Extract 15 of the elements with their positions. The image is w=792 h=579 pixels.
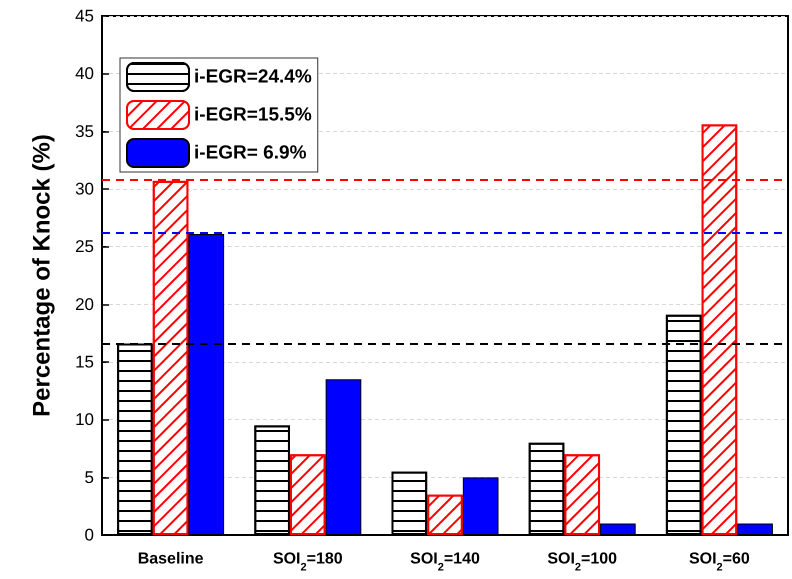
- y-tick-label: 45: [75, 6, 94, 26]
- y-tick-label: 35: [75, 122, 94, 141]
- y-axis-title: Percentage of Knock (%): [28, 134, 56, 417]
- legend-label: i-EGR=24.4%: [194, 66, 312, 88]
- x-tick-label: Baseline: [138, 550, 204, 568]
- legend-label: i-EGR= 6.9%: [194, 142, 307, 164]
- y-tick-label: 5: [84, 468, 94, 487]
- y-tick-label: 10: [75, 410, 94, 430]
- y-tick-label: 15: [75, 352, 94, 372]
- y-tick-label: 40: [75, 64, 94, 84]
- y-tick-label: 25: [75, 237, 94, 256]
- y-tick-label: 30: [75, 180, 94, 198]
- legend-label: i-EGR=15.5%: [194, 104, 312, 126]
- y-tick-label: 0: [84, 526, 94, 544]
- y-tick-label: 20: [75, 294, 94, 314]
